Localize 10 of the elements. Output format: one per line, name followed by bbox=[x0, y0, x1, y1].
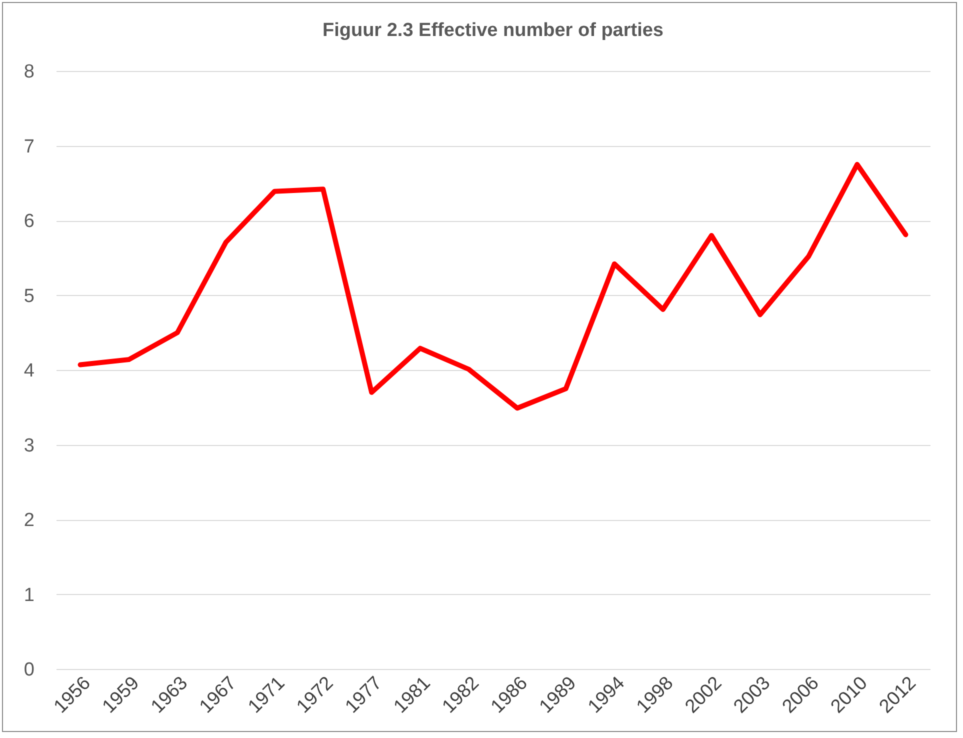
y-tick-label: 5 bbox=[24, 286, 34, 307]
y-tick-label: 8 bbox=[24, 62, 34, 82]
y-tick-label: 6 bbox=[24, 211, 34, 232]
y-tick-label: 4 bbox=[24, 360, 35, 382]
y-tick-label: 0 bbox=[24, 660, 34, 680]
y-tick-label: 2 bbox=[24, 510, 34, 531]
y-tick-label: 7 bbox=[24, 136, 34, 158]
chart-title: Figuur 2.3 Effective number of parties bbox=[322, 20, 664, 41]
y-tick-label: 1 bbox=[24, 584, 34, 606]
y-tick-label: 3 bbox=[24, 435, 34, 456]
